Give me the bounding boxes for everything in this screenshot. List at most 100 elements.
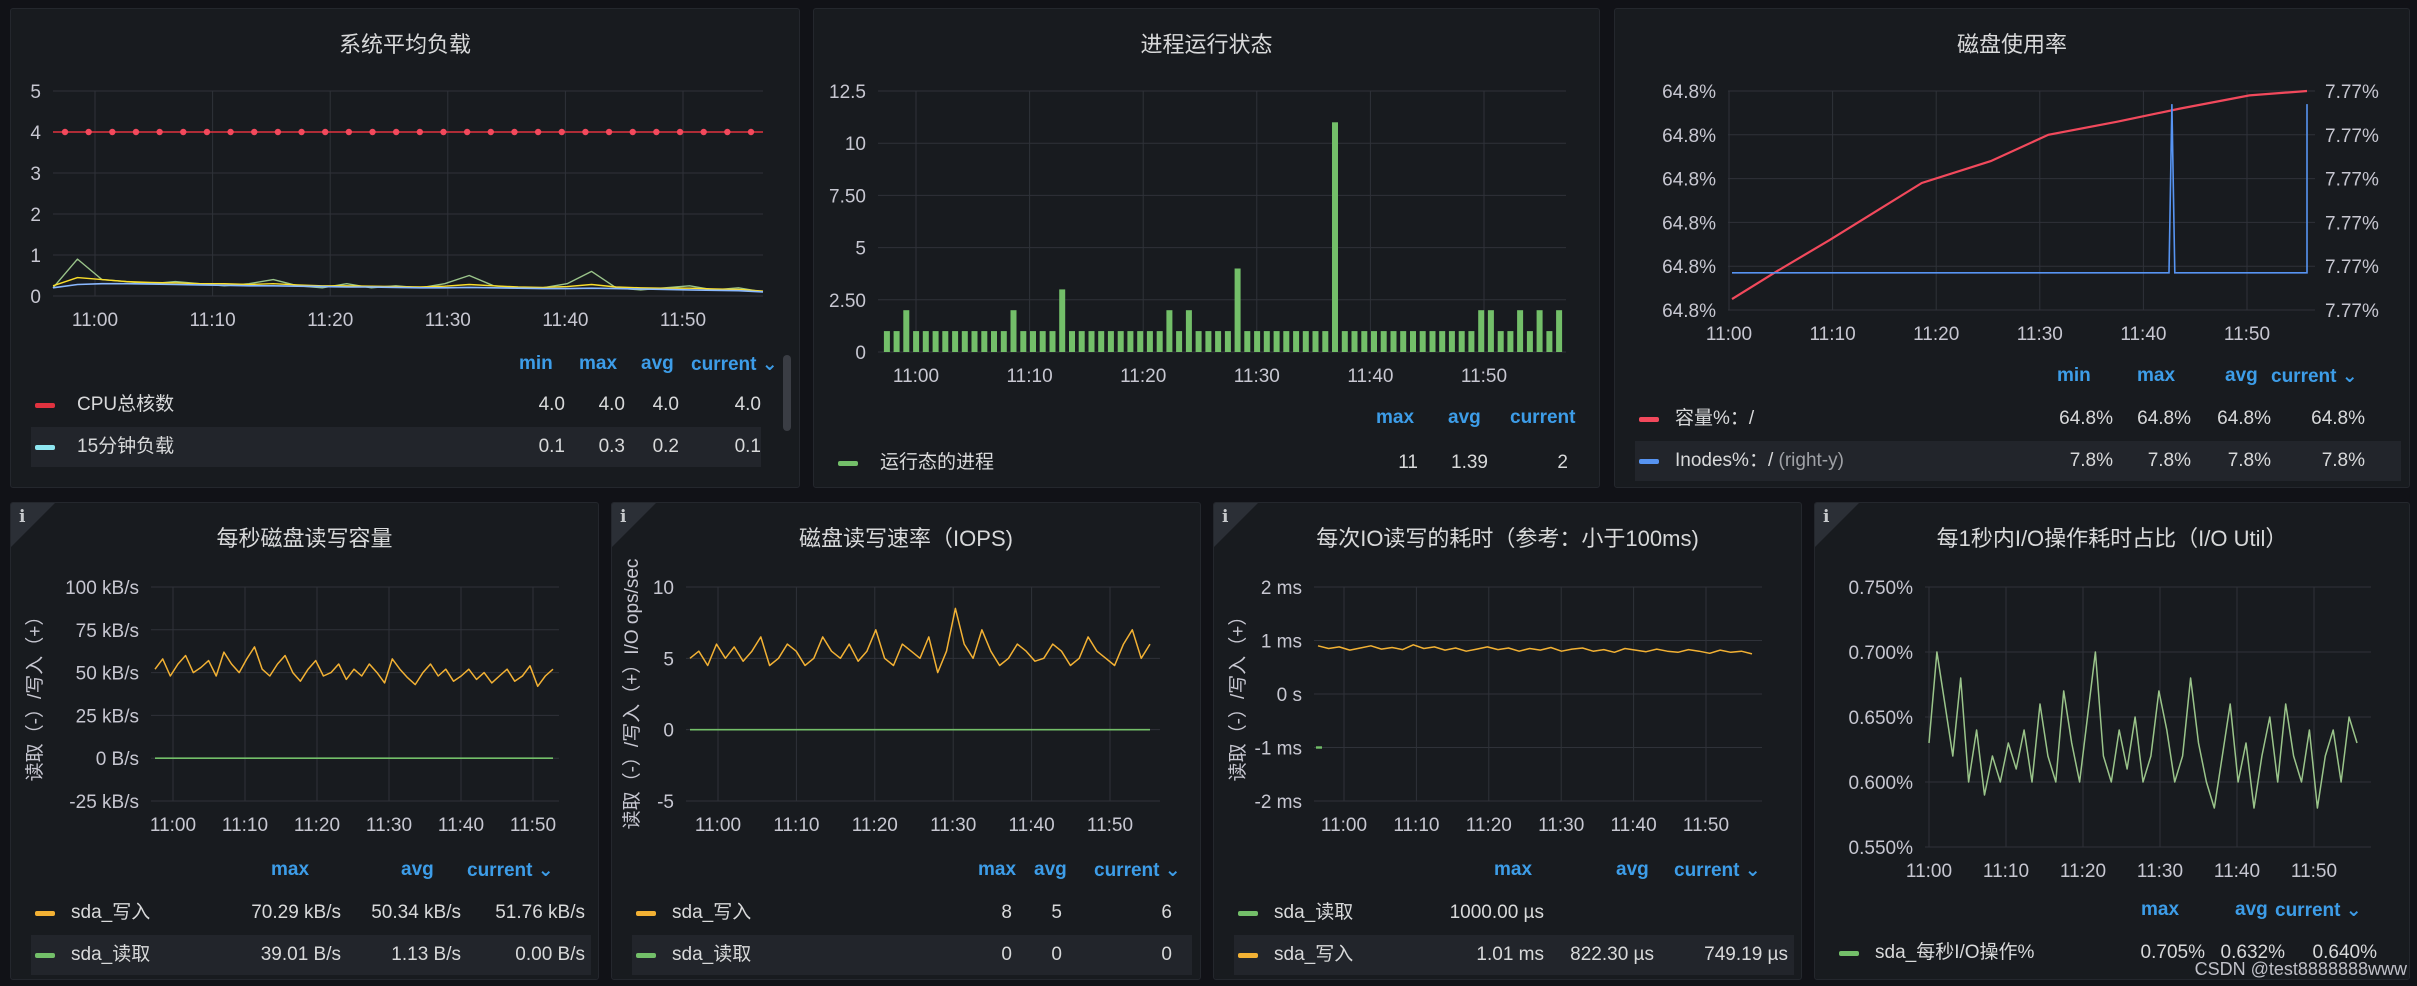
series-bar [1215, 331, 1222, 352]
x-tick-label: 11:00 [1321, 815, 1367, 836]
legend-row[interactable]: sda_读取 0 0 0 [632, 935, 1192, 975]
x-tick-label: 11:50 [2224, 324, 2270, 345]
legend-head-avg[interactable]: avg [2235, 899, 2268, 920]
legend-head-avg[interactable]: avg [2225, 365, 2258, 386]
legend-head-min[interactable]: min [519, 353, 553, 374]
legend-row[interactable]: sda_读取 1000.00 µs [1234, 893, 1794, 933]
y-tick-label: 2 ms [1261, 578, 1302, 599]
series-bar [1507, 331, 1514, 352]
legend-name: 运行态的进程 [880, 452, 995, 473]
x-tick-label: 11:50 [1683, 815, 1729, 836]
x-tick-label: 11:10 [773, 815, 819, 836]
legend-value: 1000.00 µs [1449, 902, 1544, 923]
legend-value: 0.632% [2220, 942, 2285, 963]
y-tick-label: 50 kB/s [76, 664, 139, 685]
legend-head-max[interactable]: max [271, 859, 310, 880]
series-bar [913, 331, 920, 352]
legend-head-current[interactable]: current ⌄ [1094, 860, 1181, 881]
legend-row[interactable]: sda_读取 39.01 B/s 1.13 B/s 0.00 B/s [31, 935, 591, 975]
series-bar [1351, 331, 1358, 352]
legend: max avg current ⌄ sda_写入 8 5 6 sda_读取 0 … [632, 853, 1192, 979]
legend-row[interactable]: sda_写入 1.01 ms 822.30 µs 749.19 µs [1234, 935, 1794, 975]
series-bar [1127, 331, 1134, 352]
info-corner[interactable] [11, 503, 55, 547]
y-tick-label: 64.8% [1662, 257, 1716, 278]
legend-name: sda_每秒I/O操作% [1875, 942, 2035, 963]
series-bar [1146, 331, 1153, 352]
info-icon[interactable]: i [620, 507, 627, 527]
info-corner[interactable] [1815, 503, 1859, 547]
series-point [724, 128, 731, 136]
legend-row[interactable]: 运行态的进程 11 1.39 2 [834, 443, 1584, 483]
legend-head-current[interactable]: current ⌄ [467, 860, 554, 881]
series-bar [1185, 310, 1192, 352]
info-icon[interactable]: i [1823, 507, 1830, 527]
legend-head-max[interactable]: max [579, 353, 618, 374]
series-bar [1487, 310, 1494, 352]
info-icon[interactable]: i [1222, 507, 1229, 527]
legend-row[interactable]: sda_写入 8 5 6 [632, 893, 1192, 933]
legend-head-avg[interactable]: avg [1448, 407, 1481, 428]
x-tick-label: 11:10 [222, 815, 268, 836]
legend: max avg current 运行态的进程 11 1.39 2 [834, 399, 1584, 487]
y2-tick-label: 7.77% [2325, 213, 2379, 234]
info-icon[interactable]: i [19, 507, 26, 527]
legend-head-max[interactable]: max [2141, 899, 2180, 920]
legend-row[interactable]: CPU总核数 4.0 4.0 4.0 4.0 [31, 385, 761, 425]
legend-head-avg[interactable]: avg [1034, 859, 1067, 880]
legend-row[interactable]: sda_写入 70.29 kB/s 50.34 kB/s 51.76 kB/s [31, 893, 591, 933]
info-corner[interactable] [1214, 503, 1258, 547]
series-bar [1302, 331, 1309, 352]
x-tick-label: 11:30 [425, 310, 471, 331]
y-tick-label: -2 ms [1255, 792, 1303, 813]
disk-chart: 64.8% 7.77% 64.8% 7.77% 64.8% 7.77% 64.8% 7.77%… [1662, 82, 2379, 345]
series-point [629, 128, 636, 136]
x-tick-label: 11:30 [2137, 861, 2183, 882]
y-tick-label: 0.600% [1849, 773, 1914, 794]
legend-head-max[interactable]: max [1376, 407, 1415, 428]
legend-swatch [35, 911, 55, 916]
series-bar [1244, 331, 1251, 352]
y-tick-label: 0 [30, 287, 41, 308]
y-axis-label: 读取（-）/写入（+） [24, 607, 46, 782]
legend-value: 64.8% [2059, 408, 2113, 429]
legend-value: 1.39 [1451, 452, 1488, 473]
series-bar [1020, 331, 1027, 352]
legend-head-max[interactable]: max [978, 859, 1017, 880]
legend-row[interactable]: 容量%：/ 64.8% 64.8% 64.8% 64.8% [1635, 399, 2401, 439]
y-tick-label: 10 [653, 578, 674, 599]
x-tick-label: 11:00 [893, 366, 939, 387]
legend-head-min[interactable]: min [2057, 365, 2091, 386]
legend-value: 1.01 ms [1476, 944, 1544, 965]
legend-head-current[interactable]: current [1510, 407, 1576, 428]
legend-row[interactable]: sda_每秒I/O操作% 0.705% 0.632% 0.640% [1835, 933, 2401, 973]
legend-head-current[interactable]: current ⌄ [1674, 860, 1761, 881]
legend-head-max[interactable]: max [1494, 859, 1533, 880]
legend-head-current[interactable]: current ⌄ [2275, 900, 2362, 921]
legend-row[interactable]: 15分钟负载 0.1 0.3 0.2 0.1 [31, 427, 761, 467]
series-bar [1234, 268, 1241, 352]
legend-value: 39.01 B/s [260, 944, 341, 965]
legend: max avg current ⌄ sda_每秒I/O操作% 0.705% 0.… [1835, 893, 2401, 979]
series-point [676, 128, 684, 136]
legend-head-max[interactable]: max [2137, 365, 2176, 386]
legend-head-avg[interactable]: avg [401, 859, 434, 880]
y-tick-label: 0.700% [1849, 643, 1914, 664]
legend-head-avg[interactable]: avg [1616, 859, 1649, 880]
y2-tick-label: 7.77% [2325, 170, 2379, 191]
y-tick-label: 7.50 [829, 186, 866, 207]
legend-scrollbar[interactable] [783, 355, 791, 431]
legend-swatch [636, 953, 656, 958]
series-bar [1478, 310, 1485, 352]
series-point [653, 128, 660, 136]
x-tick-label: 11:50 [1461, 366, 1507, 387]
legend-head-avg[interactable]: avg [641, 353, 674, 374]
series-bar [942, 331, 949, 352]
legend-head-current[interactable]: current ⌄ [691, 354, 778, 375]
legend-name: sda_写入 [71, 902, 151, 923]
info-corner[interactable] [612, 503, 656, 547]
legend-value: 0 [1161, 944, 1172, 965]
proc-chart: 12.5 10 7.50 5 2.50 0 11:00 11:10 11:20 11:30 11:4… [829, 82, 1566, 387]
legend-row[interactable]: Inodes%：/ (right-y) 7.8% 7.8% 7.8% 7.8% [1635, 441, 2401, 481]
legend-head-current[interactable]: current ⌄ [2271, 366, 2358, 387]
